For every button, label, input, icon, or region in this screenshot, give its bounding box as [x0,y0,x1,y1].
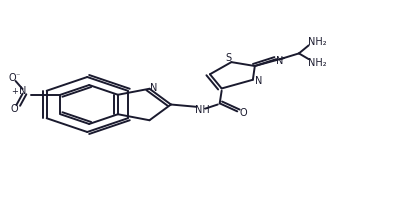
Text: O: O [11,104,18,114]
Text: N: N [255,76,263,86]
Text: S: S [225,53,231,63]
Text: NH₂: NH₂ [309,57,327,68]
Text: ⁻: ⁻ [15,71,20,80]
Text: O: O [9,73,16,83]
Text: +: + [11,87,18,96]
Text: NH₂: NH₂ [309,37,327,47]
Text: N: N [276,56,283,66]
Text: N: N [151,83,158,93]
Text: O: O [239,108,247,118]
Text: NH: NH [195,105,209,115]
Text: N: N [19,86,26,96]
